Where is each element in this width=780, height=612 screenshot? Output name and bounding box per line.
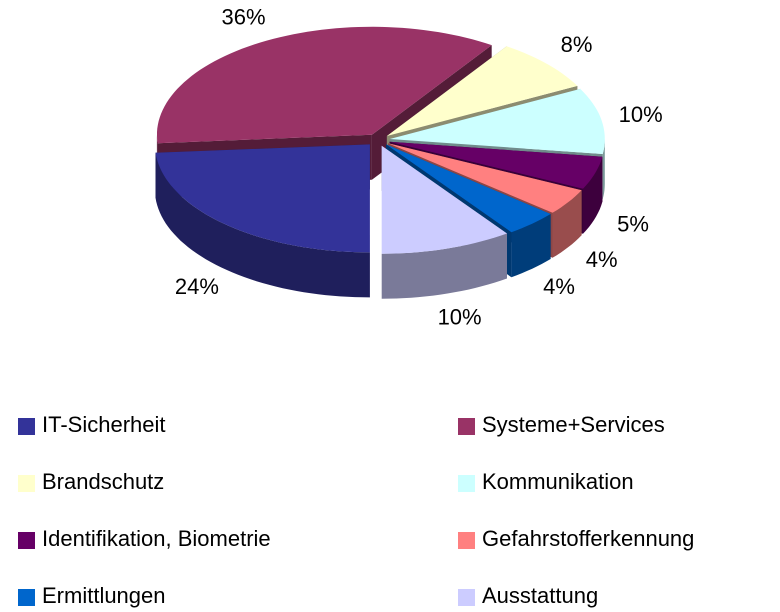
- legend-label: Gefahrstofferkennung: [482, 526, 694, 551]
- legend-swatch: [458, 475, 475, 492]
- legend-label: Identifikation, Biometrie: [42, 526, 271, 551]
- slice-top: [389, 141, 603, 189]
- legend-label: IT-Sicherheit: [42, 412, 166, 437]
- slice-wall: [511, 214, 551, 278]
- slice-wall: [583, 156, 603, 234]
- data-label: 5%: [617, 212, 649, 237]
- data-label: 36%: [221, 5, 265, 30]
- legend-swatch: [18, 532, 35, 549]
- slice: [155, 144, 370, 298]
- legend-swatch: [458, 532, 475, 549]
- legend-swatch: [18, 418, 35, 435]
- legend-label: Systeme+Services: [482, 412, 665, 437]
- slice-top: [381, 145, 507, 254]
- slice-wall: [381, 233, 507, 299]
- legend-label: Ausstattung: [482, 583, 598, 608]
- data-label: 4%: [586, 247, 618, 272]
- slice-top: [386, 144, 551, 233]
- data-label: 4%: [543, 274, 575, 299]
- legend-swatch: [18, 589, 35, 606]
- legend-swatch: [18, 475, 35, 492]
- data-label: 10%: [438, 304, 482, 329]
- legend-label: Kommunikation: [482, 469, 634, 494]
- slice-top: [389, 88, 605, 154]
- slice-top: [388, 143, 582, 213]
- data-label: 10%: [619, 102, 663, 127]
- slice-wall: [552, 190, 582, 258]
- slice-wall: [155, 152, 370, 298]
- legend-swatch: [458, 418, 475, 435]
- slice-top: [386, 46, 578, 136]
- legend-swatch: [458, 589, 475, 606]
- data-label: 8%: [561, 32, 593, 57]
- data-label: 24%: [175, 274, 219, 299]
- legend-label: Brandschutz: [42, 469, 164, 494]
- slice-wall: [602, 139, 605, 199]
- legend-label: Ermittlungen: [42, 583, 166, 608]
- slice-top: [155, 144, 370, 253]
- slice: [381, 145, 507, 299]
- slice-top: [157, 26, 492, 144]
